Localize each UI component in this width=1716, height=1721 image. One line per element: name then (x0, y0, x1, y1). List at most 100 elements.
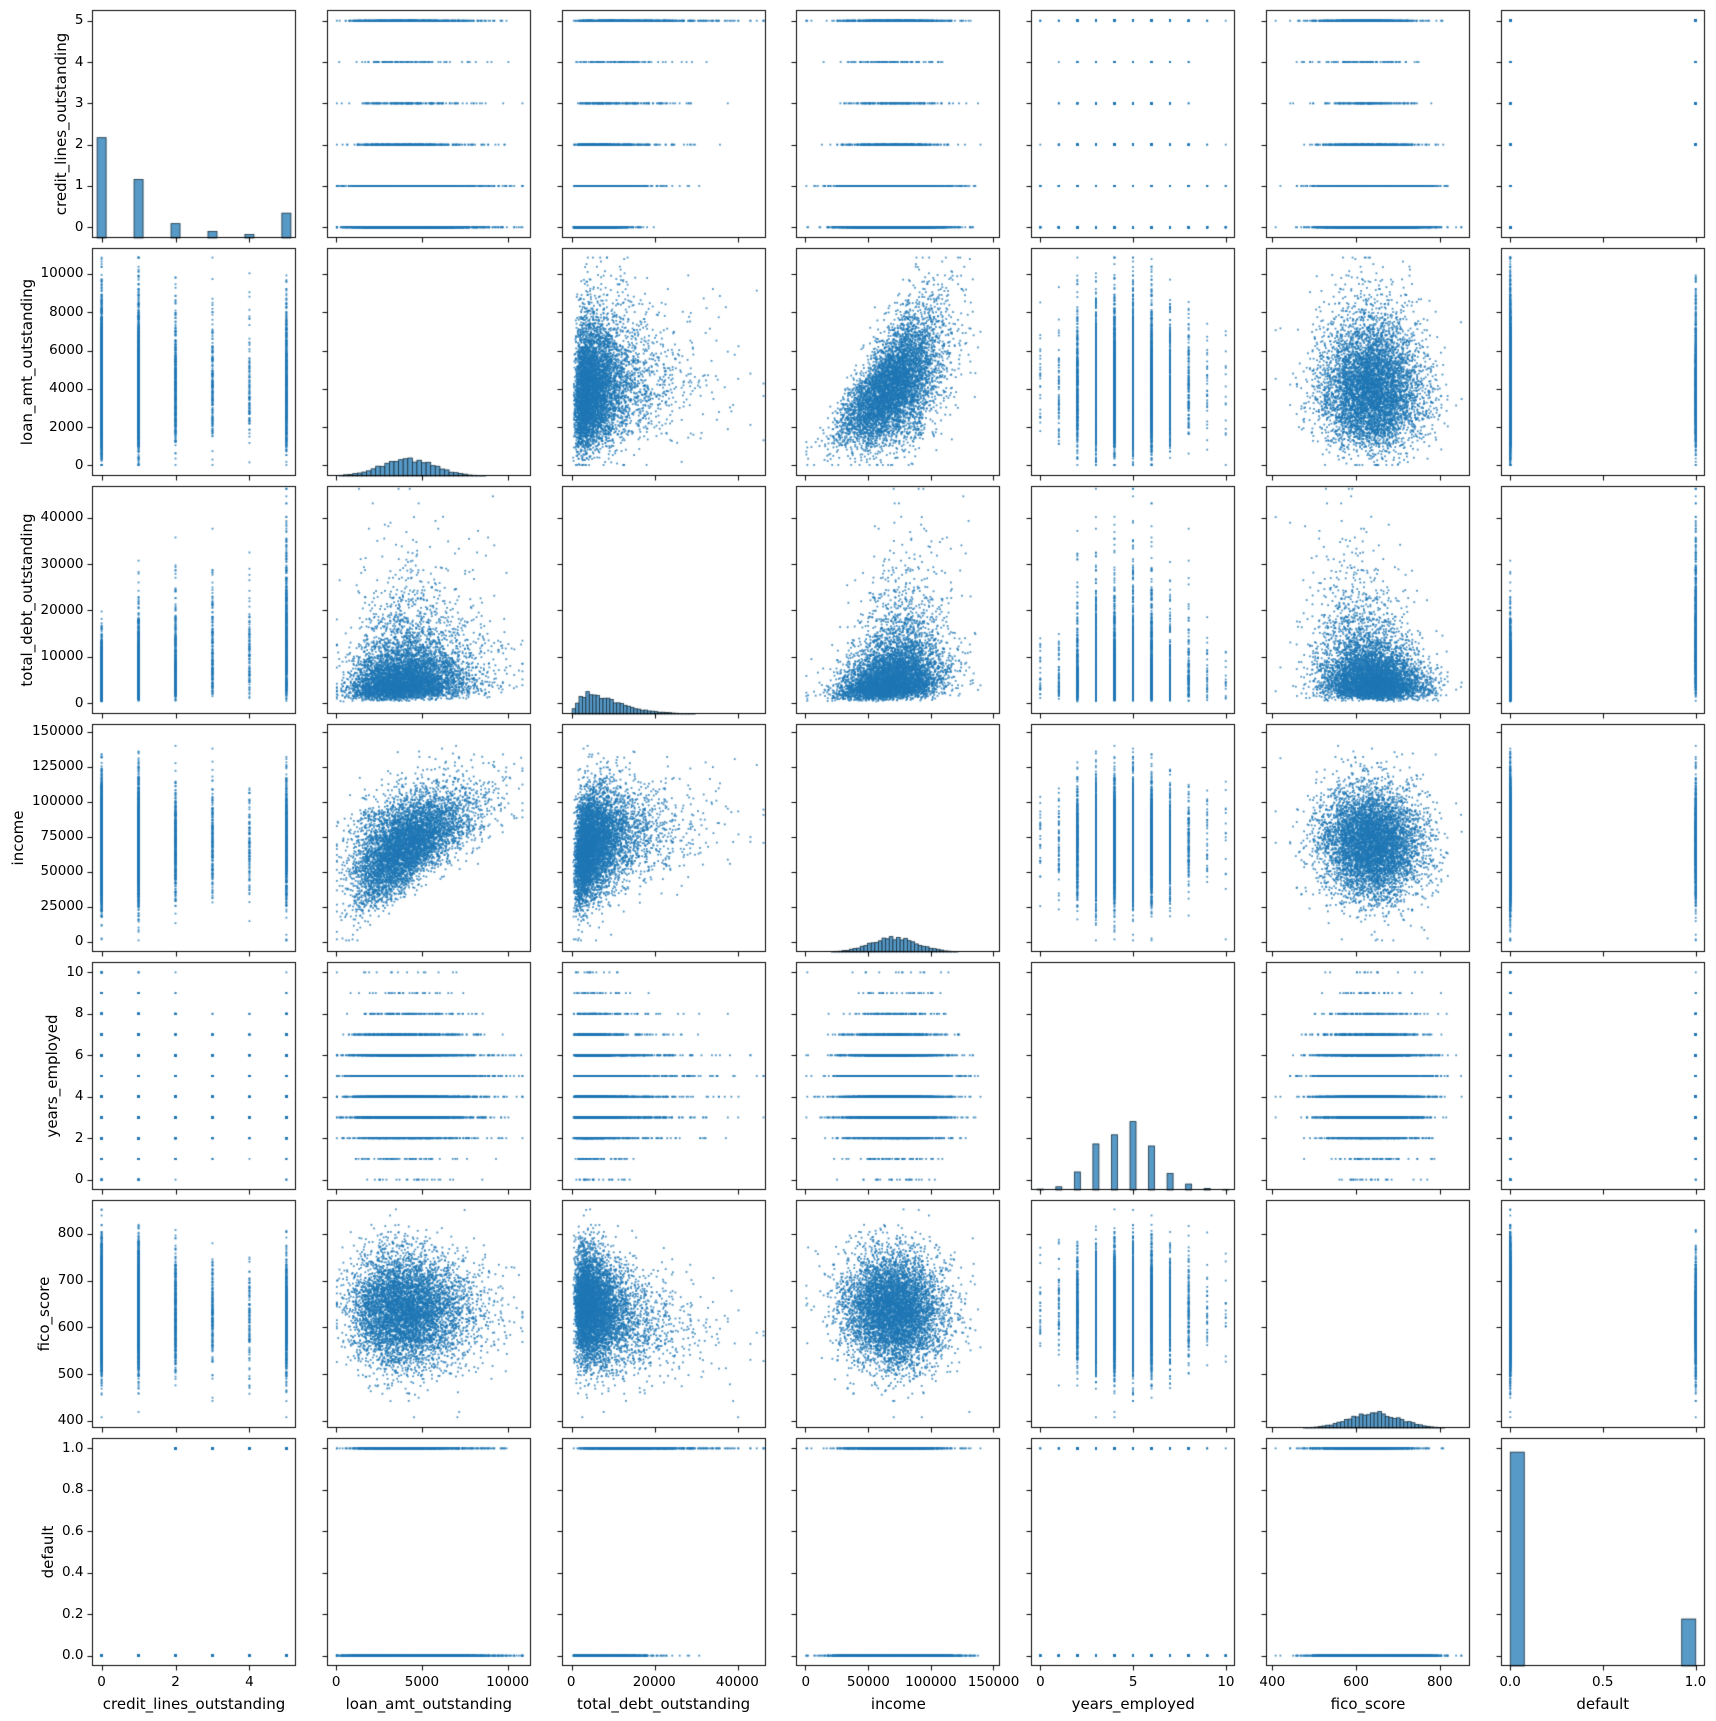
y-tick-label: 0.6 (62, 1522, 84, 1539)
x-axis-label-fico-score: fico_score (1330, 1694, 1406, 1713)
x-tick-label: 1.0 (1684, 1673, 1707, 1690)
subplot-r3c7-scatter (1494, 484, 1711, 722)
subplot-r2c4-scatter (790, 246, 1007, 484)
subplot-r1c5-scatter (1025, 8, 1242, 246)
subplot-r6c3-scatter (555, 1198, 772, 1436)
y-tick-label: 1.0 (62, 1439, 84, 1456)
x-tick-label: 400 (1259, 1673, 1286, 1690)
y-tick-label: 3 (74, 94, 84, 111)
y-tick-label: 10000 (40, 265, 84, 282)
subplot-r3c2-scatter (320, 484, 537, 722)
x-tick-label: 40000 (715, 1673, 759, 1690)
y-tick-label: 600 (57, 1318, 84, 1335)
subplot-r4c5-scatter (1025, 722, 1242, 960)
y-tick-label: 10000 (40, 648, 84, 665)
x-tick-label: 0.5 (1592, 1673, 1614, 1690)
y-tick-label: 700 (57, 1272, 84, 1289)
subplot-r7c3-scatter (555, 1436, 772, 1674)
x-tick-label: 0 (801, 1673, 811, 1690)
subplot-r2c6-scatter (1260, 246, 1476, 484)
y-tick-label: 0.2 (62, 1605, 84, 1622)
y-tick-label: 4 (74, 53, 84, 70)
y-tick-label: 5 (74, 12, 84, 29)
subplot-r5c1-scatter (86, 960, 302, 1198)
y-tick-label: 150000 (31, 723, 84, 740)
subplot-r7c1-scatter (86, 1436, 302, 1674)
x-tick-label: 0.0 (1499, 1673, 1521, 1690)
x-tick-label: 20000 (632, 1673, 676, 1690)
y-tick-label: 4 (74, 1088, 84, 1105)
x-tick-label: 4 (245, 1673, 254, 1690)
subplot-r6c6-histogram (1260, 1198, 1476, 1436)
y-tick-label: 400 (57, 1412, 84, 1429)
y-tick-label: 1 (74, 177, 84, 194)
subplot-r6c7-scatter (1494, 1198, 1711, 1436)
x-axis-label-loan-amt-outstanding: loan_amt_outstanding (345, 1694, 512, 1713)
y-tick-label: 0.4 (62, 1564, 84, 1581)
y-axis-label-years-employed: years_employed (43, 1014, 62, 1138)
subplot-r2c7-scatter (1494, 246, 1711, 484)
y-tick-label: 40000 (40, 509, 84, 526)
subplot-r5c3-scatter (555, 960, 772, 1198)
x-axis-label-credit-lines-outstanding: credit_lines_outstanding (102, 1694, 286, 1713)
x-tick-label: 10 (1217, 1673, 1235, 1690)
y-tick-label: 50000 (40, 863, 84, 880)
subplot-r2c5-scatter (1025, 246, 1242, 484)
subplot-r7c2-scatter (320, 1436, 537, 1674)
y-tick-label: 500 (57, 1365, 84, 1382)
y-tick-label: 10 (66, 963, 84, 980)
subplot-r7c7-histogram (1494, 1436, 1711, 1674)
x-tick-label: 2 (171, 1673, 180, 1690)
subplot-r7c5-scatter (1025, 1436, 1242, 1674)
subplot-r1c2-scatter (320, 8, 537, 246)
subplot-r4c4-histogram (790, 722, 1007, 960)
subplot-r4c7-scatter (1494, 722, 1711, 960)
y-tick-label: 25000 (40, 898, 84, 915)
x-tick-label: 150000 (967, 1673, 1020, 1690)
subplot-r1c3-scatter (555, 8, 772, 246)
subplot-r1c7-scatter (1494, 8, 1711, 246)
y-tick-label: 125000 (31, 758, 84, 775)
y-tick-label: 0 (74, 694, 84, 711)
x-tick-label: 0 (331, 1673, 341, 1690)
subplot-r2c3-scatter (555, 246, 772, 484)
x-axis-label-default: default (1576, 1694, 1630, 1713)
subplot-r7c4-scatter (790, 1436, 1007, 1674)
x-axis-label-years-employed: years_employed (1071, 1694, 1195, 1713)
y-tick-label: 0.8 (62, 1481, 84, 1498)
subplot-r3c6-scatter (1260, 484, 1476, 722)
y-tick-label: 100000 (31, 793, 84, 810)
y-tick-label: 6 (74, 1046, 84, 1063)
x-tick-label: 800 (1426, 1673, 1453, 1690)
x-tick-label: 0 (1036, 1673, 1045, 1690)
x-tick-label: 5 (1128, 1673, 1138, 1690)
subplot-r3c3-histogram (555, 484, 772, 722)
subplot-r5c5-histogram (1025, 960, 1242, 1198)
subplot-r5c2-scatter (320, 960, 537, 1198)
subplot-r1c4-scatter (790, 8, 1007, 246)
y-tick-label: 0.0 (62, 1647, 84, 1664)
x-tick-label: 10000 (486, 1673, 530, 1690)
subplot-r4c2-scatter (320, 722, 537, 960)
y-tick-label: 800 (57, 1225, 84, 1242)
y-tick-label: 0 (74, 1171, 84, 1188)
subplot-r5c6-scatter (1260, 960, 1476, 1198)
y-tick-label: 8000 (49, 303, 84, 320)
y-tick-label: 20000 (40, 601, 84, 618)
y-tick-label: 4000 (49, 380, 84, 397)
subplot-r5c7-scatter (1494, 960, 1711, 1198)
y-tick-label: 0 (74, 218, 84, 235)
y-tick-label: 8 (74, 1005, 84, 1022)
subplot-r6c1-scatter (86, 1198, 302, 1436)
subplot-r2c1-scatter (86, 246, 302, 484)
x-tick-label: 0 (97, 1673, 106, 1690)
subplot-r4c1-scatter (86, 722, 302, 960)
subplot-r4c6-scatter (1260, 722, 1476, 960)
x-axis-label-income: income (870, 1694, 926, 1713)
subplot-r7c6-scatter (1260, 1436, 1476, 1674)
x-tick-label: 600 (1343, 1673, 1369, 1690)
subplot-r1c6-scatter (1260, 8, 1476, 246)
subplot-r6c2-scatter (320, 1198, 537, 1436)
y-tick-label: 0 (74, 456, 84, 473)
